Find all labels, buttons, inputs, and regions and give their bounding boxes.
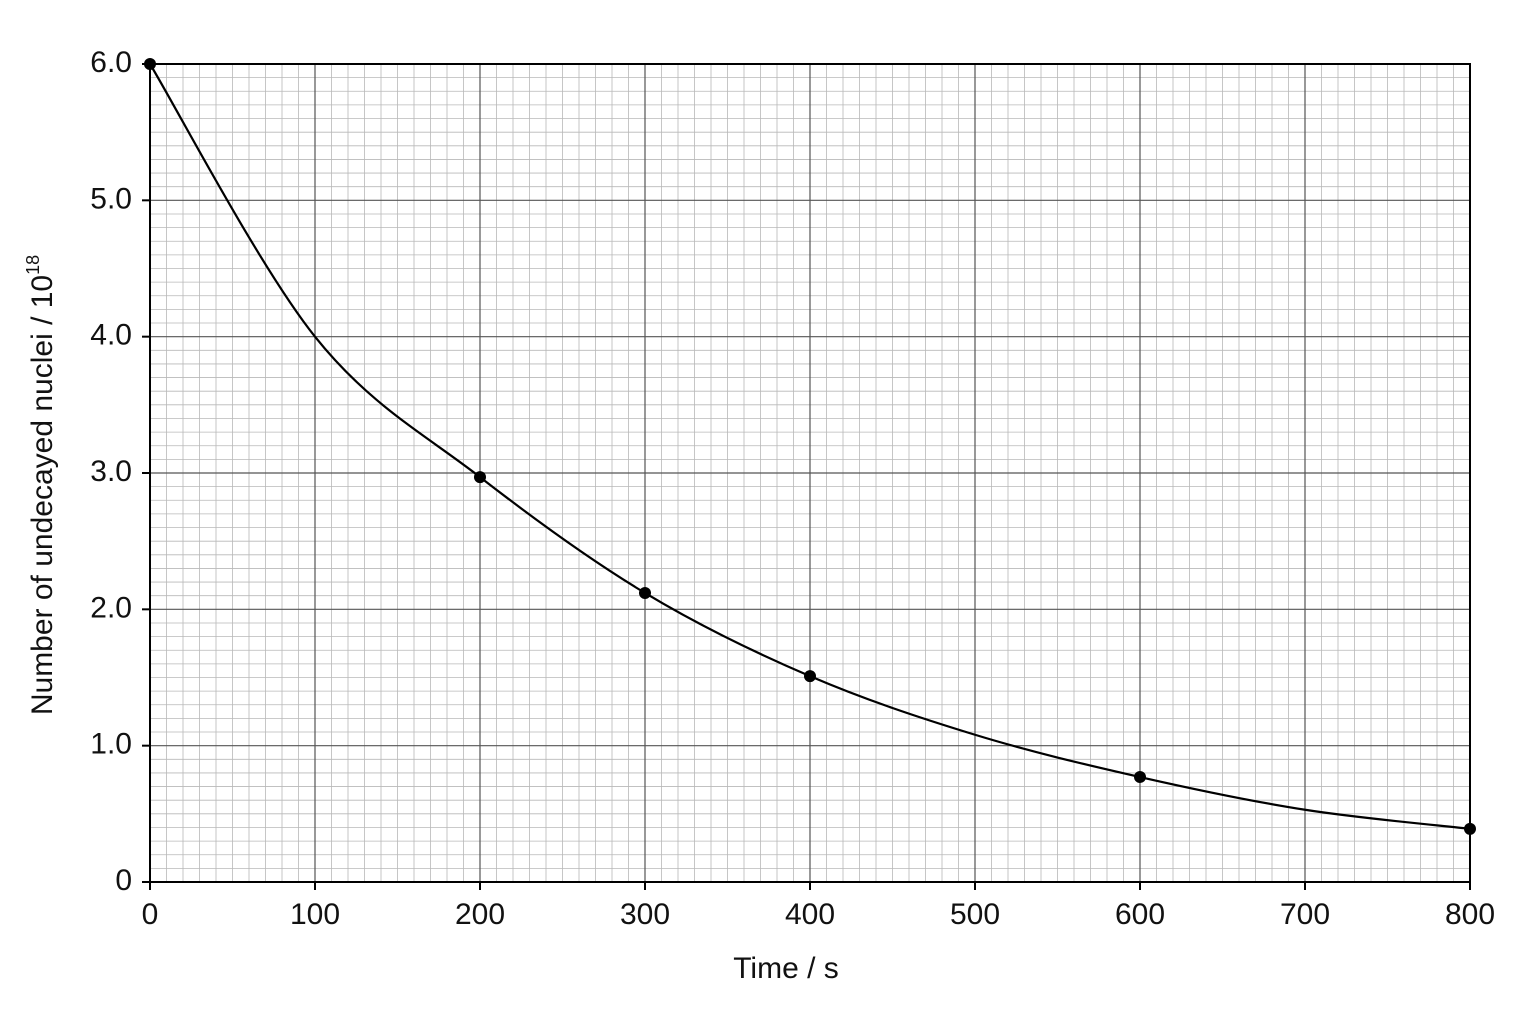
data-point — [474, 471, 486, 484]
y-tick-label: 0 — [115, 864, 132, 897]
y-axis-label-text: Number of undecayed nuclei / 10 — [26, 275, 59, 715]
data-point — [144, 58, 156, 70]
fitted-curve — [149, 63, 1471, 830]
y-tick-label: 3.0 — [90, 455, 132, 488]
plot-frame — [149, 63, 1471, 883]
y-tick-label: 6.0 — [90, 46, 132, 79]
x-tick-label: 600 — [1115, 898, 1165, 931]
y-tick-label: 5.0 — [90, 182, 132, 215]
x-tick-label: 200 — [455, 898, 505, 931]
y-tick-label: 2.0 — [90, 591, 132, 624]
data-point — [804, 670, 816, 683]
data-point — [1464, 822, 1476, 835]
y-tick-label: 4.0 — [90, 319, 132, 352]
x-tick-label: 400 — [785, 898, 835, 931]
x-tick-label: 800 — [1445, 898, 1495, 931]
y-axis-label-exponent: 18 — [23, 255, 43, 275]
x-tick-label: 300 — [620, 898, 670, 931]
data-point — [639, 586, 651, 599]
data-point — [1134, 771, 1146, 784]
y-tick-label: 1.0 — [90, 728, 132, 761]
x-tick-label: 0 — [142, 898, 159, 931]
x-tick-label: 500 — [950, 898, 1000, 931]
y-axis-label: Number of undecayed nuclei / 1018 — [23, 255, 59, 715]
x-axis-label: Time / s — [733, 952, 839, 985]
x-tick-label: 100 — [290, 898, 340, 931]
x-tick-label: 700 — [1280, 898, 1330, 931]
